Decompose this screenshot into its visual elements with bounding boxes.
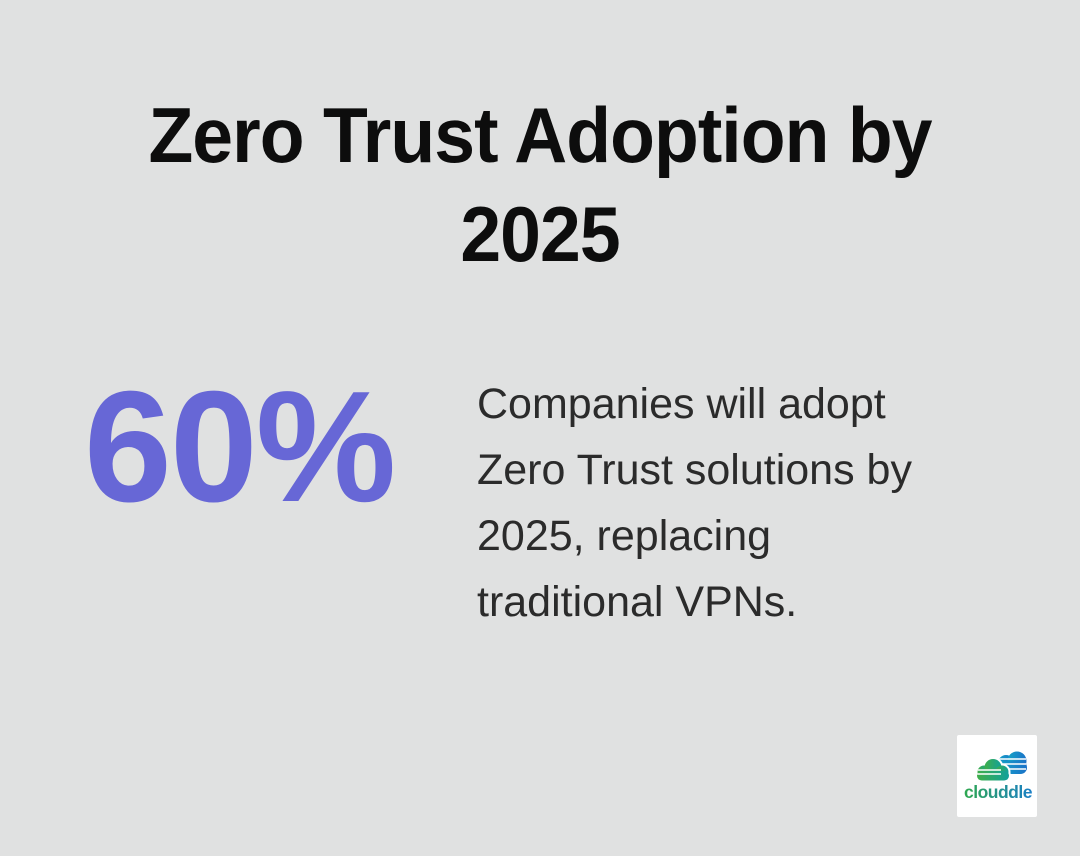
page-title-line-2: 2025 [460, 190, 620, 278]
stat-description: Companies will adopt Zero Trust solution… [477, 380, 912, 626]
page-title-line-1: Zero Trust Adoption by [148, 91, 932, 179]
two-clouds-icon: clouddle [964, 751, 1033, 802]
page-title: Zero Trust Adoption by 2025 [32, 86, 1047, 284]
stat-value: 60% [84, 359, 396, 535]
brand-name: clouddle [964, 782, 1033, 802]
brand-logo: clouddle [957, 735, 1037, 817]
